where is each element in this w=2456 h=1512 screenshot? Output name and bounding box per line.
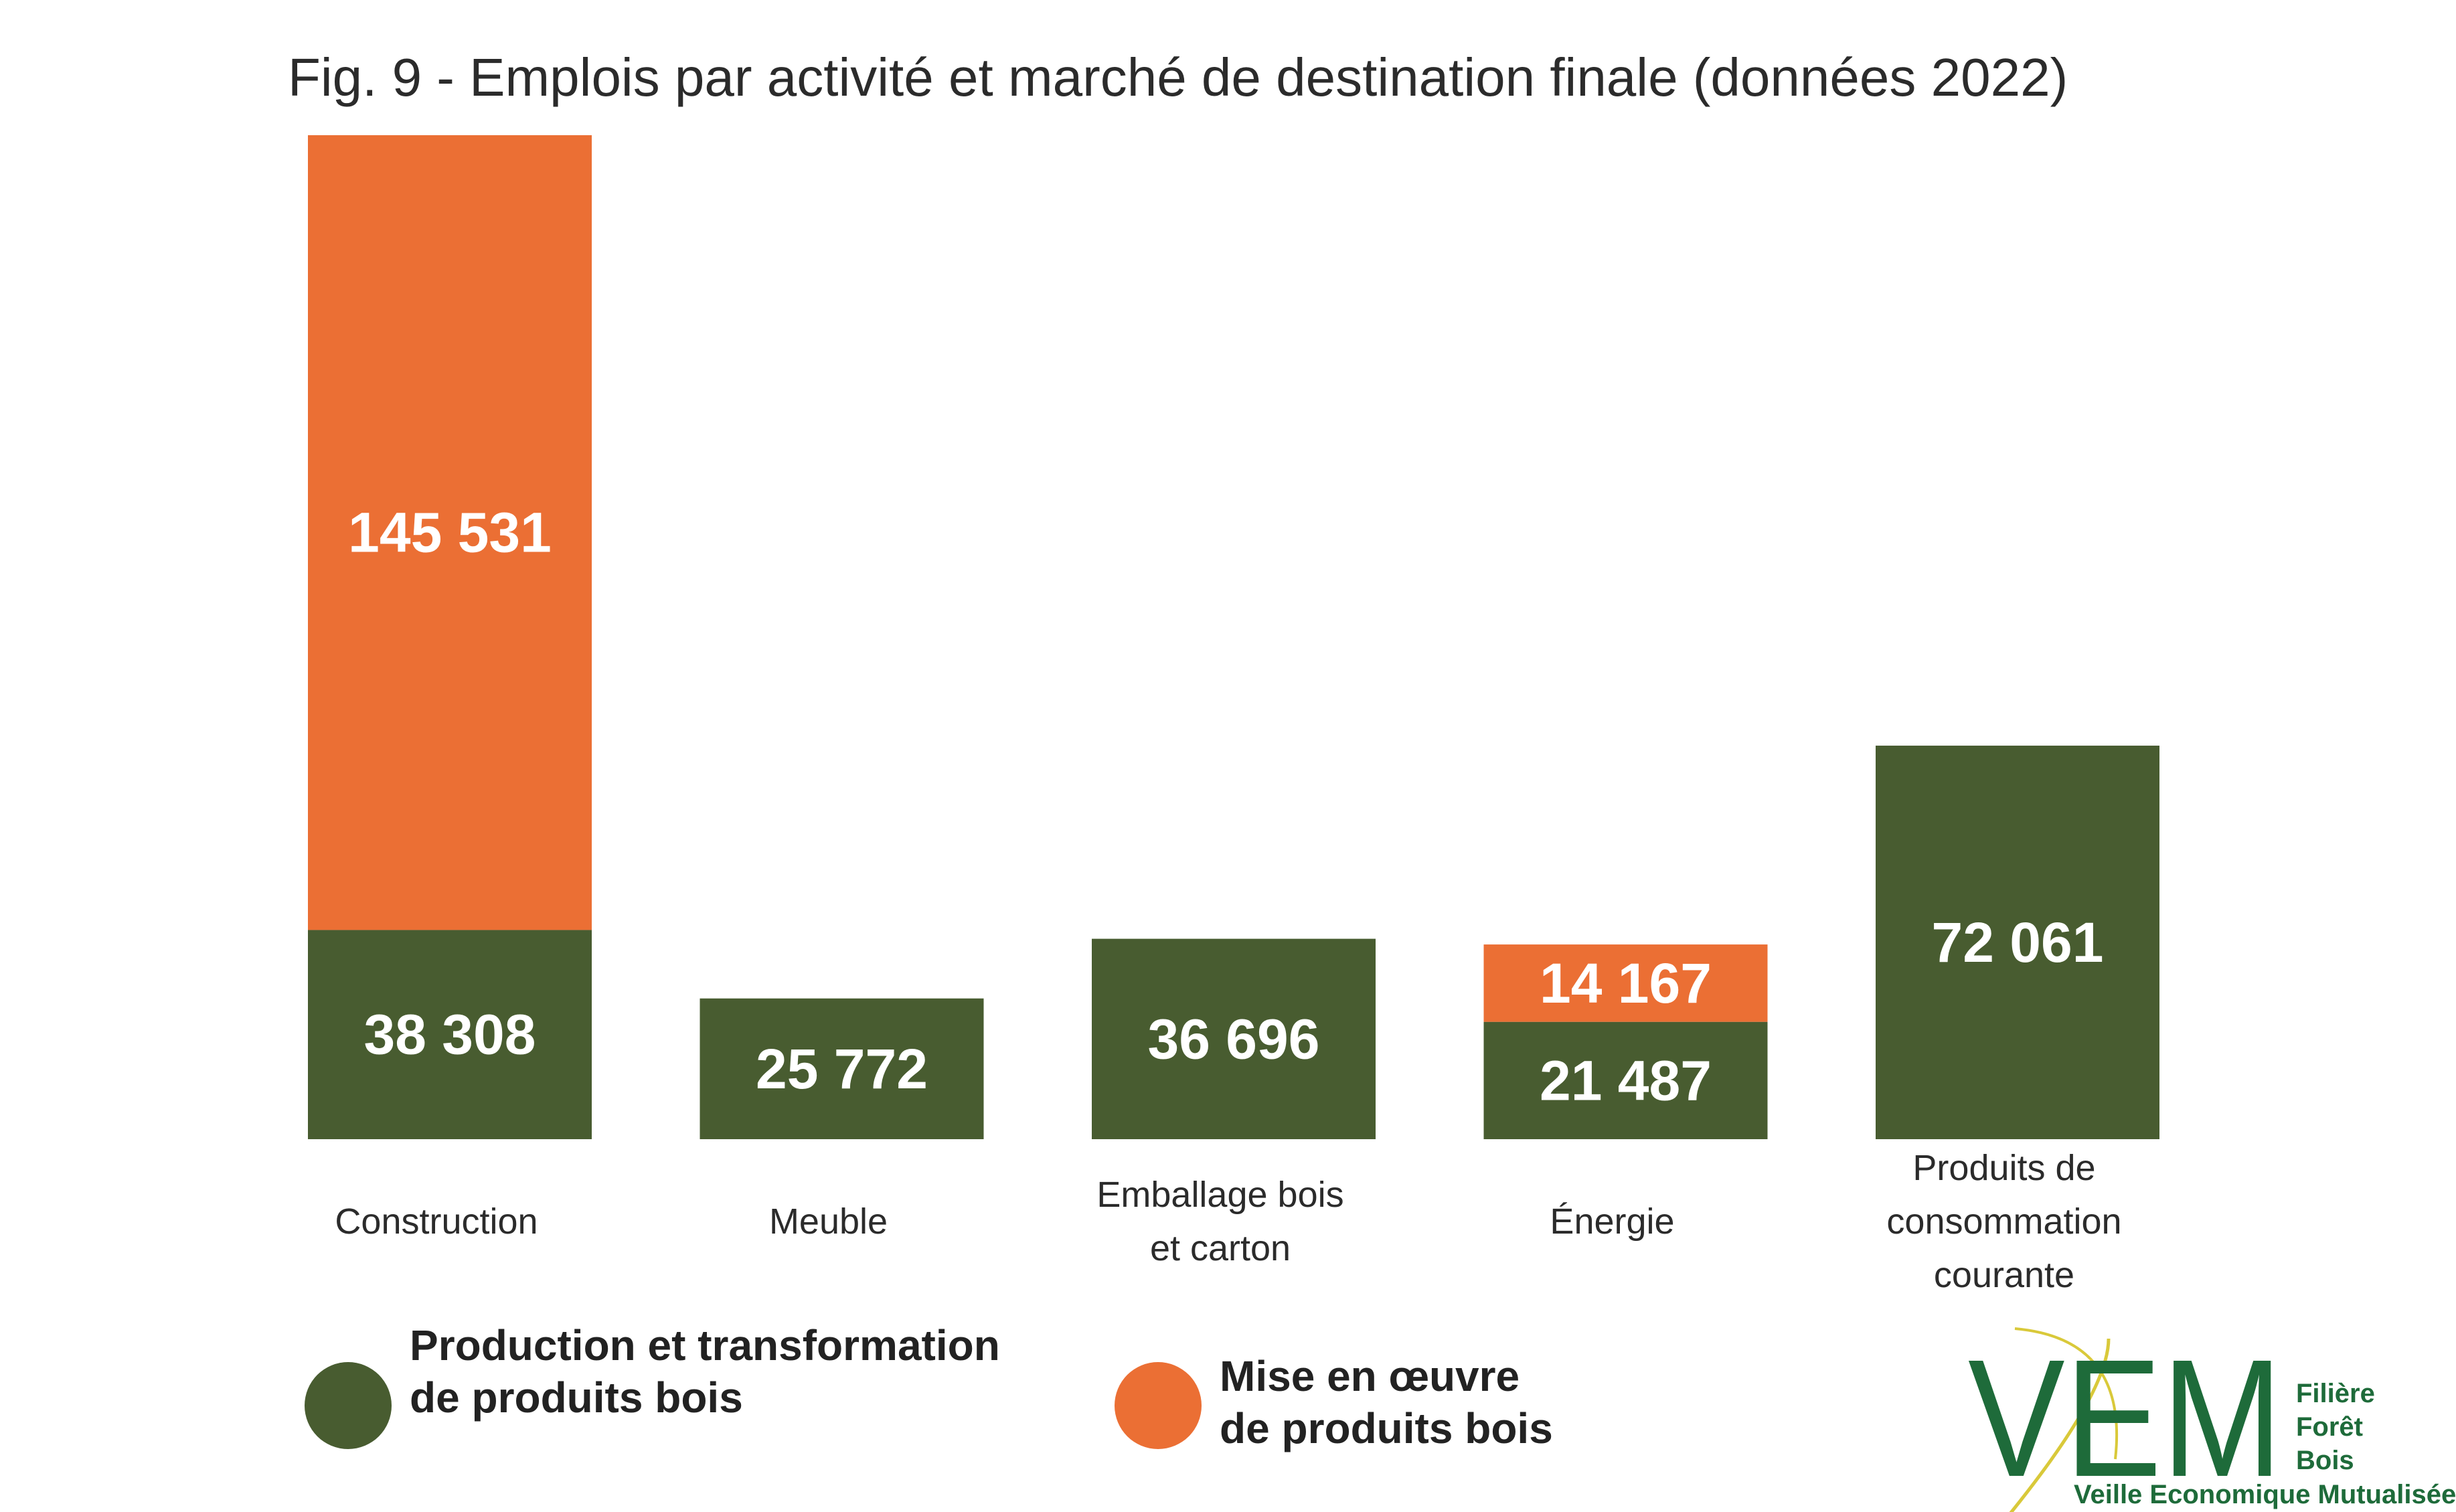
category-label-1-line-0: Meuble <box>769 1201 888 1242</box>
category-label-4-line-1: consommation <box>1886 1201 2121 1242</box>
data-label-mise-en-oeuvre-3: 14 167 <box>1540 952 1712 1015</box>
category-label-4-line-0: Produits de <box>1912 1148 2095 1188</box>
category-labels: Construction Meuble Emballage bois et carto… <box>335 1148 2121 1295</box>
data-label-production-0: 38 308 <box>364 1003 536 1066</box>
legend-label-production-line-0: Production et transformation <box>410 1321 1000 1369</box>
bar-production-2 <box>1092 938 1376 1139</box>
legend-swatch-mise-en-oeuvre <box>1115 1362 1202 1449</box>
logo-tagline: Veille Economique Mutualisée <box>2074 1480 2456 1509</box>
category-label-2-line-0: Emballage bois <box>1096 1175 1343 1215</box>
legend-label-mise-en-oeuvre-line-1: de produits bois <box>1220 1404 1553 1452</box>
data-label-production-4: 72 061 <box>1932 911 2104 974</box>
bar-production-4 <box>1876 746 2159 1139</box>
bar-production-3 <box>1483 1021 1768 1139</box>
data-label-production-1: 25 772 <box>756 1037 928 1100</box>
bar-production-0 <box>308 930 592 1139</box>
bar-mise-en-oeuvre-0 <box>308 135 592 930</box>
chart-title: Fig. 9 - Emplois par activité et marché … <box>288 48 2068 107</box>
data-label-production-3: 21 487 <box>1540 1049 1712 1112</box>
legend-swatch-production <box>305 1362 392 1449</box>
logo-line-foret: Forêt <box>2296 1412 2363 1442</box>
category-label-3-line-0: Énergie <box>1550 1201 1674 1242</box>
category-label-4-line-2: courante <box>1934 1255 2074 1295</box>
legend-label-production-line-1: de produits bois <box>410 1373 743 1422</box>
logo-swoosh-arc-top <box>2014 1327 2119 1460</box>
logo-line-filiere: Filière <box>2296 1379 2375 1408</box>
category-label-0-line-0: Construction <box>335 1201 538 1242</box>
legend-label-mise-en-oeuvre-line-0: Mise en œuvre <box>1220 1352 1520 1400</box>
logo-line-bois: Bois <box>2296 1446 2354 1475</box>
bar-production-1 <box>700 998 984 1139</box>
logo-letters: VEM <box>1968 1325 2283 1511</box>
bar-mise-en-oeuvre-3 <box>1483 944 1768 1022</box>
data-label-mise-en-oeuvre-0: 145 531 <box>348 501 552 564</box>
vem-logo: VEM Filière Forêt Bois Veille Economique… <box>1968 1325 2456 1512</box>
category-label-2-line-1: et carton <box>1150 1228 1291 1268</box>
bars-group: 38 308 145 531 25 772 36 696 21 487 14 167 72 … <box>308 135 2159 1139</box>
data-label-production-2: 36 696 <box>1148 1007 1320 1070</box>
logo-swoosh-arc <box>2009 1338 2111 1512</box>
